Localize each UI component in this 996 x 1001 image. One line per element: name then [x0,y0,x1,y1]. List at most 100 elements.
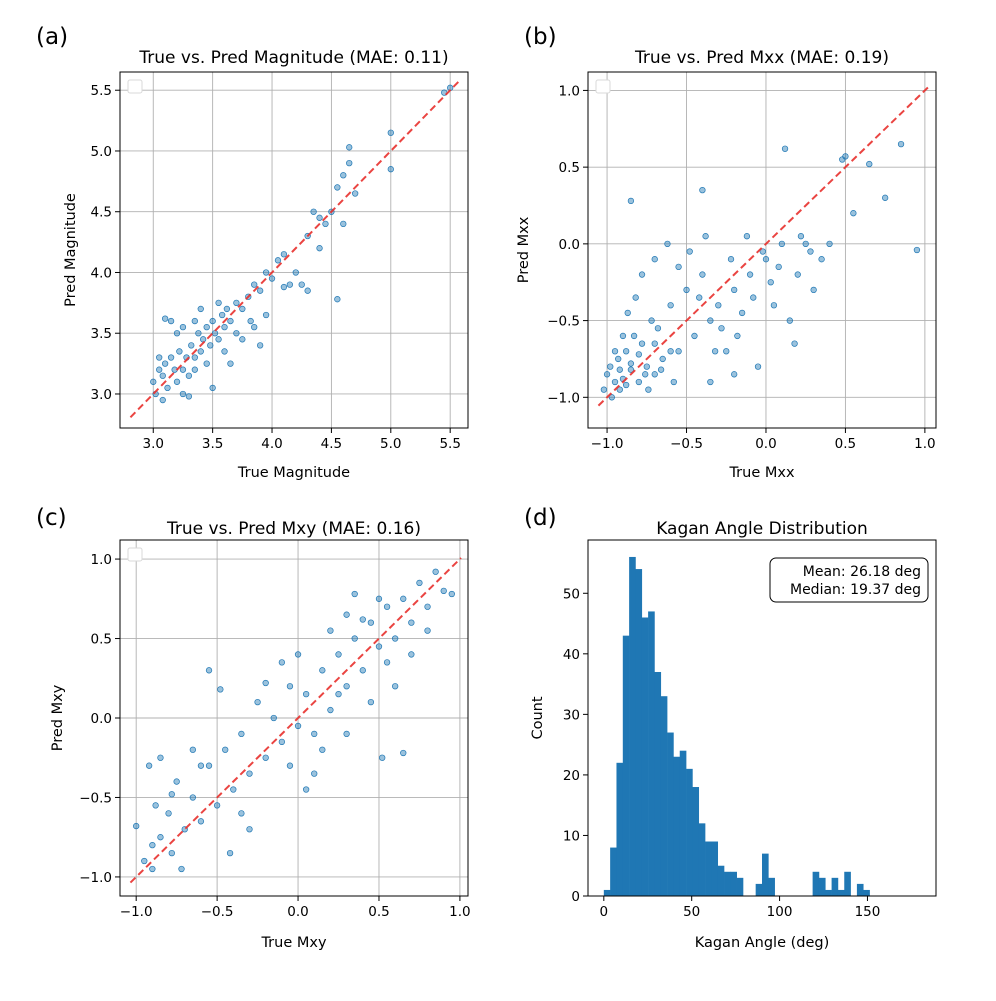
data-point [230,786,237,793]
data-point [233,299,240,307]
data-point [340,220,347,228]
histogram-bar [856,883,864,896]
x-axis-label-c: True Mxy [260,935,326,951]
x-tick-label: 0.5 [368,904,389,920]
data-point [319,746,326,753]
histogram-bar [736,877,744,896]
data-point [731,286,738,294]
data-point [173,778,180,785]
histogram-bar [825,889,832,896]
histogram-bar [679,750,687,896]
data-point [191,354,198,361]
data-point [197,348,204,355]
x-tick-label: 0.0 [755,436,776,452]
data-point [205,667,213,674]
data-point [643,363,650,370]
histogram-bar [603,889,611,896]
data-point [254,698,261,706]
x-tick-label: 50 [683,904,700,920]
plot-frame-d [587,539,937,897]
data-point [179,390,187,398]
y-tick-label: 5.0 [91,144,112,160]
data-point [786,317,793,324]
legend-box-a [127,79,143,94]
histogram-bar [844,871,851,896]
data-point [168,791,175,798]
data-point [257,287,264,294]
x-tick-label: 3.5 [202,436,223,452]
data-point [818,256,825,263]
stats-annotation-box [769,557,929,603]
data-point [367,698,375,706]
data-point [770,302,778,309]
data-point [699,187,706,194]
histogram-bar [698,823,706,896]
y-tick-label: 0 [571,889,580,905]
data-point [667,348,674,355]
y-tick-label: 50 [563,586,580,602]
data-point [807,248,814,255]
y-tick-label: 1.0 [559,83,580,99]
data-point [645,386,652,393]
data-point [686,248,693,255]
data-point [424,603,431,610]
y-tick-label: 0.0 [559,237,580,253]
data-point [699,271,706,278]
data-point [622,381,630,389]
histogram-bar [837,889,845,896]
data-point [211,330,219,337]
data-point [189,794,196,801]
data-point [278,659,286,666]
data-point [205,762,213,769]
histogram-bar [717,865,725,896]
data-point [311,770,318,777]
y-tick-label: 4.0 [91,265,112,281]
data-point [215,336,222,343]
data-point [233,330,240,337]
data-point [226,849,234,857]
y-tick-label: 3.5 [91,326,112,342]
data-point [203,360,210,367]
data-point [185,393,193,400]
data-point [159,372,166,379]
data-point [707,317,714,324]
data-point [913,246,921,254]
data-point [635,351,642,358]
x-tick-label: 4.0 [261,436,282,452]
histogram-bar [818,877,826,896]
data-point [156,354,163,361]
data-point [246,826,253,833]
data-point [746,271,754,278]
x-tick-label: 5.0 [380,436,401,452]
histogram-bar [755,883,763,896]
data-point [280,251,288,258]
x-tick-label: −0.5 [670,436,703,452]
data-point [630,332,638,340]
identity-line [597,85,930,407]
data-point [603,371,611,378]
data-point [352,190,359,197]
data-point [675,348,682,355]
data-point [141,857,148,865]
data-point [316,214,323,221]
data-point [262,311,270,319]
panel-label-c: (c) [36,505,67,531]
data-point [335,651,342,658]
x-axis-label-b: True Mxx [728,465,794,481]
data-point [638,271,646,278]
histogram-bar [635,569,643,896]
data-point [624,309,631,317]
data-point [227,360,234,367]
data-point [416,579,423,587]
data-point [383,603,391,610]
plot-area-1 [588,72,936,428]
chart-title-c: True vs. Pred Mxy (MAE: 0.16) [166,519,421,539]
data-point [262,269,270,276]
data-point [189,746,196,753]
data-point [715,302,722,309]
data-point [754,363,762,370]
legend-box-b [595,79,611,94]
data-point [221,348,228,355]
data-point [387,166,394,173]
data-point [619,332,627,340]
